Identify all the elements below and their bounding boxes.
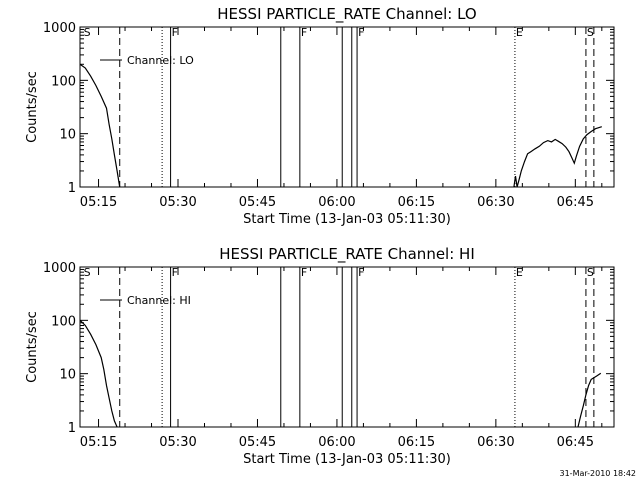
timestamp: 31-Mar-2010 18:42	[560, 469, 637, 478]
event-label: S	[587, 266, 594, 279]
y-tick-label: 100	[51, 314, 76, 329]
x-tick-label: 05:45	[239, 195, 276, 210]
event-label: E	[516, 26, 523, 39]
event-label: F	[172, 266, 178, 279]
x-tick-label: 05:30	[159, 195, 196, 210]
series-line	[79, 63, 121, 188]
x-tick-label: 06:30	[477, 195, 514, 210]
series-line	[79, 319, 118, 428]
x-axis-label: Start Time (13-Jan-03 05:11:30)	[243, 452, 451, 467]
x-tick-label: 06:15	[398, 435, 435, 450]
panel-hi: HESSI PARTICLE_RATE Channel: HI Counts/se…	[25, 245, 615, 467]
x-tick-label: 06:00	[318, 195, 355, 210]
event-label: S	[84, 26, 91, 39]
event-label: F	[358, 266, 364, 279]
event-label: S	[587, 26, 594, 39]
event-label: F	[301, 266, 307, 279]
chart-title: HESSI PARTICLE_RATE Channel: HI	[219, 245, 475, 264]
legend-label: Channel: LO	[127, 54, 194, 67]
x-tick-label: 06:30	[477, 435, 514, 450]
series-line	[577, 372, 602, 428]
legend-label: Channel: HI	[127, 294, 191, 307]
plot-frame	[79, 266, 615, 428]
x-tick-label: 06:45	[557, 195, 594, 210]
event-label: E	[516, 266, 523, 279]
y-tick-label: 1000	[43, 21, 76, 36]
event-label: F	[301, 26, 307, 39]
y-tick-label: 10	[59, 368, 76, 383]
event-label: F	[172, 26, 178, 39]
event-label: F	[358, 26, 364, 39]
y-axis-label: Counts/sec	[25, 71, 40, 143]
plot-frame	[79, 26, 615, 188]
x-tick-label: 06:45	[557, 435, 594, 450]
x-tick-label: 06:15	[398, 195, 435, 210]
x-tick-label: 05:15	[80, 195, 117, 210]
y-tick-label: 1	[68, 181, 76, 196]
x-tick-label: 05:30	[159, 435, 196, 450]
chart-title: HESSI PARTICLE_RATE Channel: LO	[217, 5, 476, 24]
y-tick-label: 1000	[43, 261, 76, 276]
x-axis-label: Start Time (13-Jan-03 05:11:30)	[243, 212, 451, 227]
x-tick-label: 05:15	[80, 435, 117, 450]
y-tick-label: 100	[51, 74, 76, 89]
event-label: S	[84, 266, 91, 279]
x-tick-label: 06:00	[318, 435, 355, 450]
y-axis-label: Counts/sec	[25, 311, 40, 383]
series-line	[513, 126, 602, 188]
y-tick-label: 1	[68, 421, 76, 436]
y-tick-label: 10	[59, 128, 76, 143]
panel-lo: HESSI PARTICLE_RATE Channel: LO Counts/se…	[25, 5, 615, 227]
x-tick-label: 05:45	[239, 435, 276, 450]
